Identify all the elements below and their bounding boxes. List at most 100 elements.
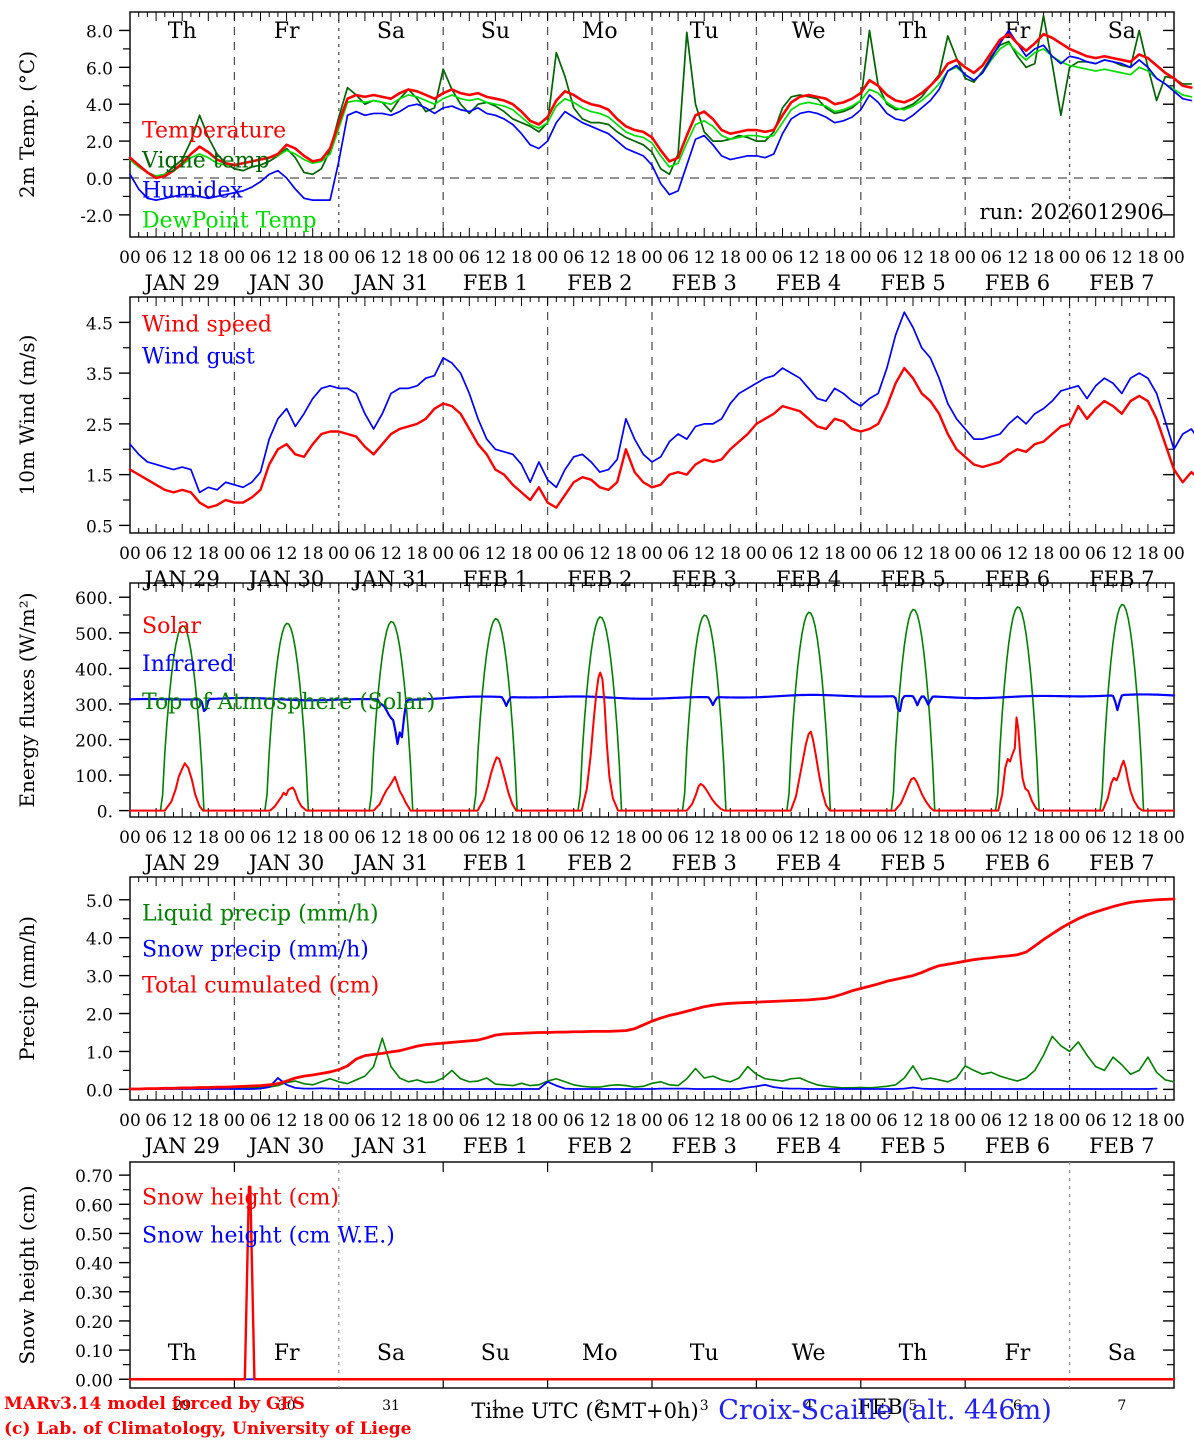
hour-tick-label: 06 xyxy=(250,544,272,564)
hour-tick-label: 00 xyxy=(432,828,454,848)
ytick-label-precip: 4.0 xyxy=(86,930,113,950)
hour-tick-label: 18 xyxy=(1137,544,1159,564)
hour-tick-label: 18 xyxy=(406,828,428,848)
hour-tick-label: 18 xyxy=(615,1111,637,1131)
legend-item-flux: Top of Atmosphere (Solar) xyxy=(142,690,435,715)
ytick-label-flux: 300. xyxy=(75,696,113,716)
ytick-label-snow: 0.00 xyxy=(75,1371,113,1391)
day-label: FEB 2 xyxy=(567,851,632,875)
ytick-label-temp: -2.0 xyxy=(80,207,113,227)
day-number-small: 4 xyxy=(804,1398,813,1414)
day-number-small: 1 xyxy=(491,1398,500,1414)
run-label: run: 2026012906 xyxy=(980,200,1164,224)
day-label: JAN 30 xyxy=(247,567,324,591)
hour-tick-label: 18 xyxy=(511,248,533,268)
hour-tick-label: 18 xyxy=(824,1111,846,1131)
hour-tick-label: 18 xyxy=(615,248,637,268)
legend-item-precip: Snow precip (mm/h) xyxy=(142,938,369,963)
ytick-label-temp: 8.0 xyxy=(86,22,113,42)
ytick-label-snow: 0.40 xyxy=(75,1255,113,1275)
ytick-label-wind: 3.5 xyxy=(86,365,113,385)
hour-tick-label: 12 xyxy=(693,828,715,848)
day-label: FEB 6 xyxy=(985,1134,1050,1158)
day-number-small: 31 xyxy=(382,1398,400,1414)
hour-tick-label: 12 xyxy=(693,1111,715,1131)
overlap-month-label: FEB xyxy=(857,1395,902,1419)
hour-tick-label: 00 xyxy=(954,248,976,268)
hour-tick-label: 12 xyxy=(485,828,507,848)
axis-label-precip: Precip (mm/h) xyxy=(15,916,39,1061)
legend-item-precip: Liquid precip (mm/h) xyxy=(142,902,379,927)
hour-tick-label: 12 xyxy=(485,1111,507,1131)
hour-tick-label: 00 xyxy=(1059,544,1081,564)
hour-tick-label: 12 xyxy=(171,828,193,848)
hour-tick-label: 00 xyxy=(119,544,141,564)
footer-model-label: MARv3.14 model forced by GFS xyxy=(4,1394,305,1414)
day-label: FEB 6 xyxy=(985,271,1050,295)
day-label: FEB 3 xyxy=(672,851,737,875)
hour-tick-label: 00 xyxy=(328,828,350,848)
hour-tick-label: 18 xyxy=(1137,1111,1159,1131)
hour-tick-label: 18 xyxy=(511,1111,533,1131)
hour-tick-label: 12 xyxy=(1111,828,1133,848)
ytick-label-precip: 2.0 xyxy=(86,1006,113,1026)
panel-fluxes: 0. 100. 200. 300. 400. 500. 600. Energy fluxes … xyxy=(15,582,1185,875)
dow-label-snow: Sa xyxy=(377,1341,405,1366)
series-line xyxy=(129,14,1193,177)
ytick-label-snow: 0.70 xyxy=(75,1167,113,1187)
day-label: FEB 5 xyxy=(880,851,945,875)
hour-tick-label: 06 xyxy=(458,828,480,848)
day-label: JAN 29 xyxy=(143,851,220,875)
hour-tick-label: 12 xyxy=(798,828,820,848)
hour-tick-label: 18 xyxy=(511,828,533,848)
day-label: JAN 29 xyxy=(143,567,220,591)
hour-tick-label: 12 xyxy=(1111,1111,1133,1131)
hour-tick-label: 12 xyxy=(1007,248,1029,268)
hour-tick-label: 06 xyxy=(354,1111,376,1131)
series-line xyxy=(129,42,1193,177)
hour-tick-label: 12 xyxy=(589,544,611,564)
hour-tick-label: 00 xyxy=(641,248,663,268)
axis-label-snow: Snow height (cm) xyxy=(15,1185,39,1364)
hour-tick-label: 00 xyxy=(224,1111,246,1131)
day-label: JAN 29 xyxy=(143,1134,220,1158)
series-line xyxy=(128,32,1193,180)
hour-tick-label: 06 xyxy=(980,828,1002,848)
day-label: JAN 31 xyxy=(351,271,428,295)
hour-tick-label: 00 xyxy=(641,828,663,848)
ytick-label-temp: 0.0 xyxy=(86,170,113,190)
day-label: JAN 30 xyxy=(247,271,324,295)
ytick-label-snow: 0.50 xyxy=(75,1225,113,1245)
dow-label-snow: Tu xyxy=(690,1341,719,1366)
hour-tick-label: 00 xyxy=(850,828,872,848)
hour-tick-label: 00 xyxy=(432,1111,454,1131)
hour-tick-label: 00 xyxy=(954,544,976,564)
dow-label: Mo xyxy=(582,19,618,44)
hour-tick-label: 06 xyxy=(563,828,585,848)
hour-tick-label: 06 xyxy=(354,544,376,564)
hour-tick-label: 06 xyxy=(772,828,794,848)
axis-label-flux: Energy fluxes (W/m²) xyxy=(15,592,39,807)
hour-tick-label: 12 xyxy=(902,248,924,268)
day-number-small: 30 xyxy=(278,1398,296,1414)
panel-temperature: -2.00.02.04.06.08.02m Temp. (°C)00 06 12 18… xyxy=(15,11,1193,295)
hour-tick-label: 18 xyxy=(824,544,846,564)
day-label: FEB 7 xyxy=(1089,1134,1154,1158)
hour-tick-label: 12 xyxy=(589,1111,611,1131)
day-label: FEB 2 xyxy=(567,1134,632,1158)
hour-tick-label: 06 xyxy=(563,544,585,564)
hour-tick-label: 18 xyxy=(824,248,846,268)
dow-label-snow: Th xyxy=(168,1341,197,1366)
hour-tick-label: 06 xyxy=(458,544,480,564)
series-line xyxy=(129,671,1175,812)
hour-tick-label: 00 xyxy=(1059,248,1081,268)
hour-tick-label: 06 xyxy=(1085,1111,1107,1131)
hour-tick-label: 12 xyxy=(798,1111,820,1131)
hour-tick-label: 12 xyxy=(902,828,924,848)
hour-tick-label: 06 xyxy=(667,544,689,564)
hour-tick-label: 00 xyxy=(850,248,872,268)
hour-tick-label: 00 xyxy=(432,544,454,564)
day-label: JAN 30 xyxy=(247,851,324,875)
